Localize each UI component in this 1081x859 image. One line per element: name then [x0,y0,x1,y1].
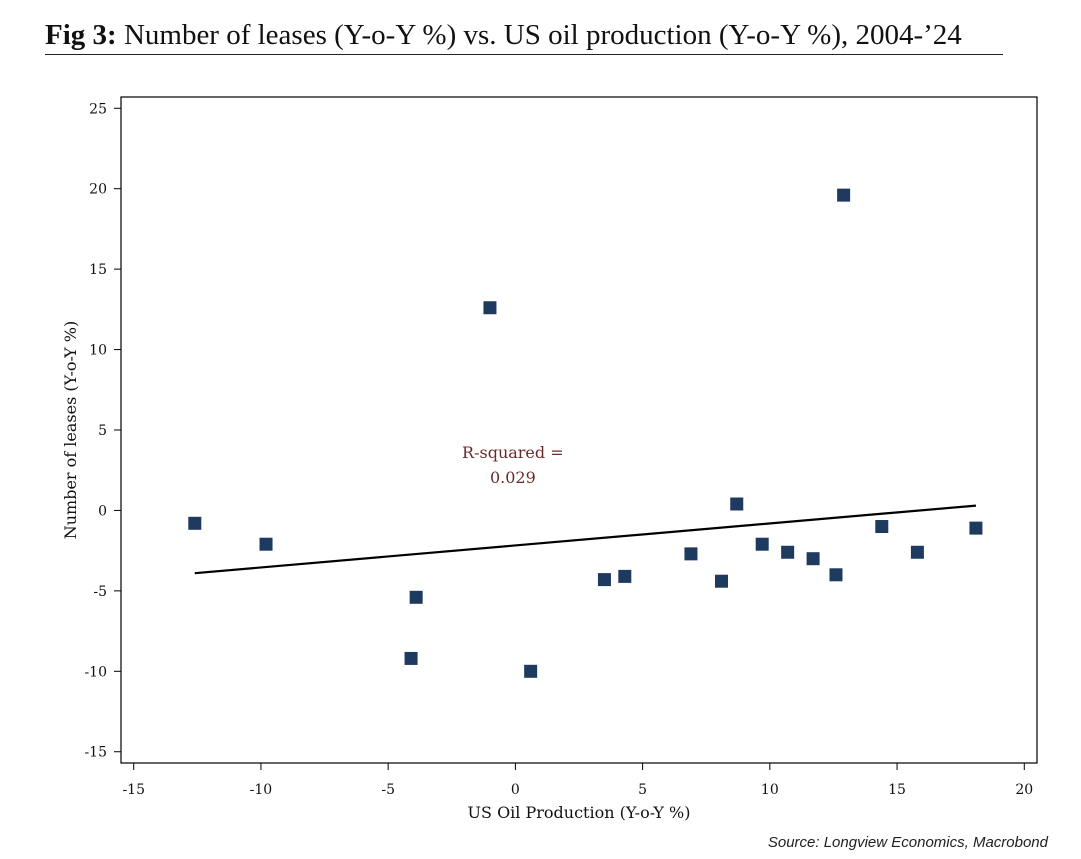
trendline-group [194,504,977,575]
y-tick-label: 25 [89,101,107,117]
y-axis: -15 -10 -5 0 5 10 15 20 25 [84,101,121,761]
data-point [188,516,202,530]
data-point [781,545,795,559]
y-tick-label: 15 [89,262,107,278]
source-note: Source: Longview Economics, Macrobond [767,834,1048,851]
figure-title-text: Number of leases (Y-o-Y %) vs. US oil pr… [123,19,962,51]
y-tick-label: 0 [98,503,107,519]
data-point [730,497,744,511]
data-point [404,651,418,665]
chart-title: Fig 3: Number of leases (Y-o-Y %) vs. US… [45,16,1003,54]
data-point [910,545,924,559]
data-point [969,521,983,535]
data-point [684,547,698,561]
y-tick-label: -15 [84,745,107,761]
annotation-group: R-squared = 0.029 [462,443,564,487]
title-underline [45,54,1003,55]
x-axis-label: US Oil Production (Y-o-Y %) [468,803,691,822]
data-point [755,537,769,551]
x-tick-label: 5 [638,782,647,798]
x-tick-label: 10 [761,782,779,798]
x-tick-label: -10 [250,782,273,798]
chart-title-block: Fig 3: Number of leases (Y-o-Y %) vs. US… [45,16,1003,55]
y-tick-label: 20 [89,182,107,198]
x-axis: -15 -10 -5 0 5 10 15 20 [122,763,1033,798]
data-point [714,574,728,588]
y-tick-label: 10 [89,343,107,359]
data-point [483,301,497,315]
data-point [837,188,851,202]
r-squared-value: 0.029 [490,468,536,487]
x-tick-label: 15 [888,782,906,798]
data-point [409,590,423,604]
y-tick-label: 5 [98,423,107,439]
x-tick-label: 0 [511,782,520,798]
y-axis-label: Number of leases (Y-o-Y %) [61,321,80,540]
data-point [524,664,538,678]
data-point [829,568,843,582]
y-tick-label: -10 [84,664,107,680]
data-point [618,569,632,583]
r-squared-label: R-squared = [462,443,564,462]
figure-label: Fig 3: [45,19,117,51]
data-point [875,520,889,534]
data-point [806,552,820,566]
x-tick-label: 20 [1015,782,1033,798]
plot-frame [120,96,1038,764]
x-tick-label: -15 [122,782,145,798]
data-point [597,573,611,587]
data-point [259,537,273,551]
x-tick-label: -5 [381,782,395,798]
data-points [188,188,983,678]
y-tick-label: -5 [93,584,107,600]
trendline [194,504,977,575]
